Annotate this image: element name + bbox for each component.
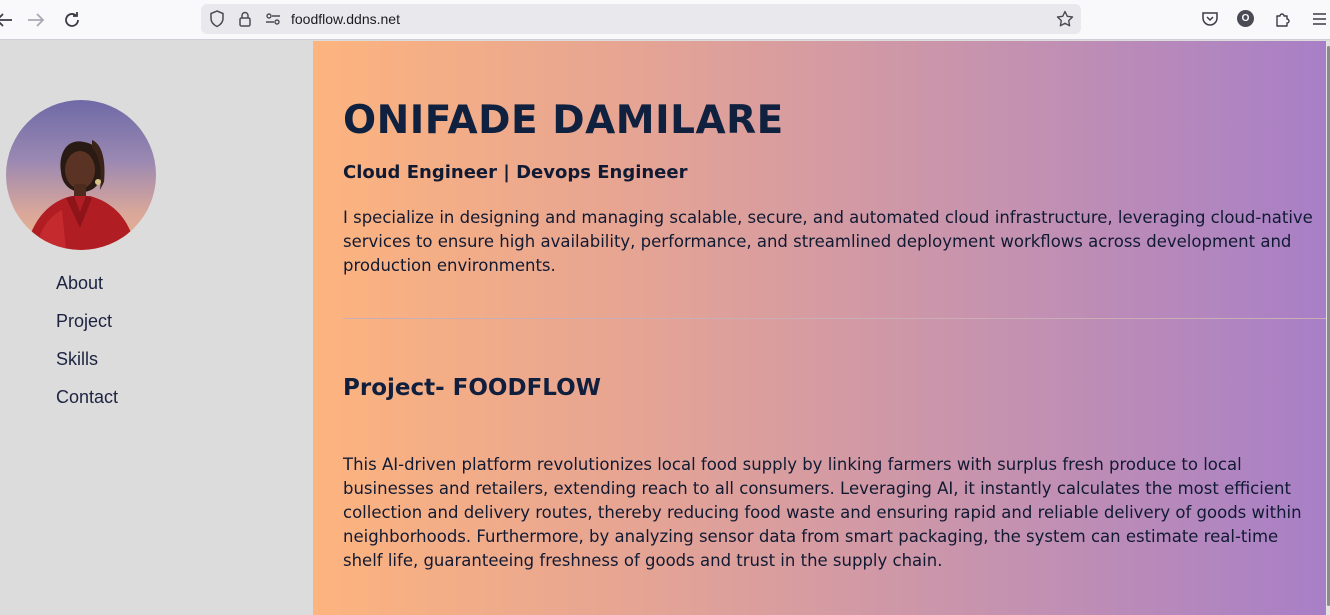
account-avatar[interactable]: O xyxy=(1237,10,1254,27)
hero-summary: I specialize in designing and managing s… xyxy=(343,208,1313,275)
project-title: Project- FOODFLOW xyxy=(343,375,602,401)
extensions-icon[interactable] xyxy=(1273,9,1293,29)
url-text[interactable]: foodflow.ddns.net xyxy=(291,11,400,27)
address-bar[interactable]: foodflow.ddns.net xyxy=(201,4,1081,34)
hero-name: ONIFADE DAMILARE xyxy=(343,98,784,143)
pocket-icon[interactable] xyxy=(1200,9,1220,29)
main-content: ONIFADE DAMILARE Cloud Engineer | Devops… xyxy=(313,41,1326,615)
nav-project[interactable]: Project xyxy=(56,311,113,331)
permissions-icon[interactable] xyxy=(263,9,283,29)
shield-icon[interactable] xyxy=(207,9,227,29)
nav-skills[interactable]: Skills xyxy=(56,349,99,369)
scrollbar-thumb[interactable] xyxy=(1327,46,1330,606)
section-divider xyxy=(343,318,1326,319)
back-arrow-icon[interactable] xyxy=(0,8,16,32)
lock-icon[interactable] xyxy=(235,9,255,29)
hero-role: Cloud Engineer | Devops Engineer xyxy=(343,162,688,183)
nav-about[interactable]: About xyxy=(56,273,104,293)
browser-toolbar: foodflow.ddns.net O xyxy=(0,0,1330,40)
sidebar: About Project Skills Contact xyxy=(0,41,313,615)
reload-icon[interactable] xyxy=(60,8,84,32)
profile-photo xyxy=(6,100,156,250)
nav-contact[interactable]: Contact xyxy=(56,387,119,407)
bookmark-star-icon[interactable] xyxy=(1055,9,1075,29)
project-description: This AI-driven platform revolutionizes l… xyxy=(343,455,1302,570)
forward-arrow-icon[interactable] xyxy=(24,8,48,32)
menu-icon[interactable] xyxy=(1309,9,1329,29)
